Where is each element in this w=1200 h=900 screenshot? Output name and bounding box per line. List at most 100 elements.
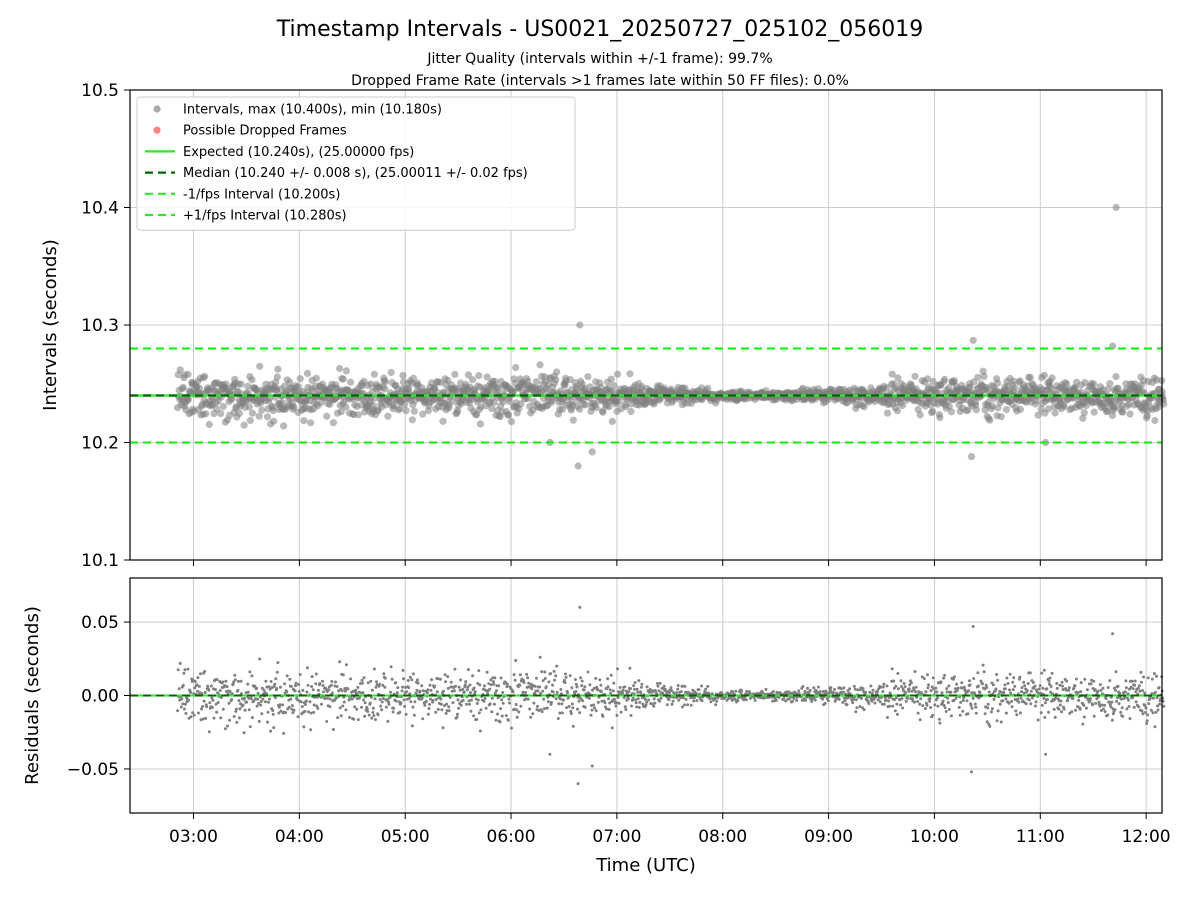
residual-point (369, 679, 373, 683)
residual-point (943, 673, 947, 677)
residual-point (576, 782, 580, 786)
residual-point (639, 685, 643, 689)
residual-point (573, 678, 577, 681)
residual-point (981, 663, 985, 667)
residual-point (296, 715, 300, 719)
residual-point (580, 684, 584, 688)
residual-point (413, 700, 417, 704)
residual-point (380, 700, 384, 704)
residual-point (316, 688, 320, 692)
residual-point (566, 691, 570, 695)
residual-point (622, 696, 626, 700)
residual-point (684, 697, 688, 701)
residual-point (288, 677, 292, 681)
residual-point (363, 714, 367, 718)
residual-point (309, 728, 313, 732)
residual-point (341, 704, 345, 708)
residual-point (535, 676, 538, 680)
interval-point (1111, 403, 1119, 411)
residual-point (300, 705, 304, 708)
residual-point (1022, 680, 1026, 684)
legend-label: +1/fps Interval (10.280s) (183, 209, 347, 224)
residual-point (797, 689, 801, 693)
residual-point (436, 677, 440, 681)
residual-point (784, 699, 788, 703)
residual-point (606, 685, 610, 689)
interval-point (347, 378, 355, 386)
residual-point (206, 684, 210, 688)
residual-point (455, 715, 459, 719)
residual-point (624, 708, 628, 711)
residual-point (970, 706, 974, 710)
residual-point (697, 688, 701, 692)
residual-point (374, 718, 377, 722)
residual-point (346, 687, 350, 691)
residual-point (526, 676, 530, 680)
residual-point (513, 678, 517, 682)
interval-point (1016, 405, 1024, 413)
residual-point (495, 689, 498, 693)
residual-point (493, 691, 497, 695)
residual-point (574, 690, 578, 693)
residual-point (632, 692, 636, 696)
residual-point (1018, 711, 1022, 715)
residual-point (529, 715, 533, 719)
residual-point (916, 700, 920, 703)
residual-point (842, 686, 846, 690)
residual-point (913, 700, 916, 704)
residual-point (1093, 688, 1097, 692)
residual-point (870, 699, 874, 703)
residual-point (379, 704, 383, 708)
residual-point (1126, 692, 1130, 696)
residual-point (306, 666, 309, 670)
residual-point (407, 686, 411, 690)
residual-point (589, 713, 593, 717)
residual-point (218, 680, 222, 683)
residual-point (896, 687, 900, 691)
residual-point (945, 690, 949, 694)
residual-point (841, 690, 845, 694)
residual-point (681, 696, 685, 700)
residual-point (1120, 706, 1124, 710)
residual-point (670, 689, 673, 693)
residual-point (1133, 679, 1137, 683)
residual-point (483, 696, 487, 700)
residual-point (428, 703, 431, 706)
residual-point (302, 725, 306, 729)
residual-point (536, 689, 540, 693)
residual-point (961, 709, 965, 713)
residual-point (255, 704, 259, 708)
residual-point (816, 685, 820, 689)
residual-point (598, 678, 602, 682)
interval-point (396, 405, 404, 413)
interval-point (184, 370, 192, 378)
residual-point (1054, 696, 1058, 700)
interval-point (941, 375, 949, 383)
residual-point (207, 688, 211, 692)
residual-point (257, 719, 261, 723)
residual-point (312, 710, 316, 714)
residual-point (369, 695, 373, 699)
residual-point (476, 698, 480, 702)
interval-point (307, 419, 315, 427)
residuals-y-tick-label: 0.05 (81, 613, 119, 633)
residual-point (276, 661, 280, 665)
residual-point (829, 686, 833, 690)
residual-point (623, 685, 627, 689)
residual-point (976, 671, 980, 675)
residual-point (444, 680, 448, 684)
interval-point (1099, 386, 1107, 394)
intervals-y-tick-label: 10.2 (81, 434, 119, 454)
residual-point (533, 684, 537, 688)
residual-point (891, 704, 895, 708)
residual-point (207, 730, 211, 734)
residual-point (310, 675, 314, 679)
residual-point (928, 699, 932, 703)
residual-point (488, 687, 492, 691)
residual-point (787, 697, 791, 701)
residual-point (312, 703, 316, 707)
x-tick-label: 07:00 (592, 827, 641, 847)
residual-point (246, 690, 250, 694)
residual-point (470, 698, 473, 702)
residual-point (492, 702, 496, 706)
